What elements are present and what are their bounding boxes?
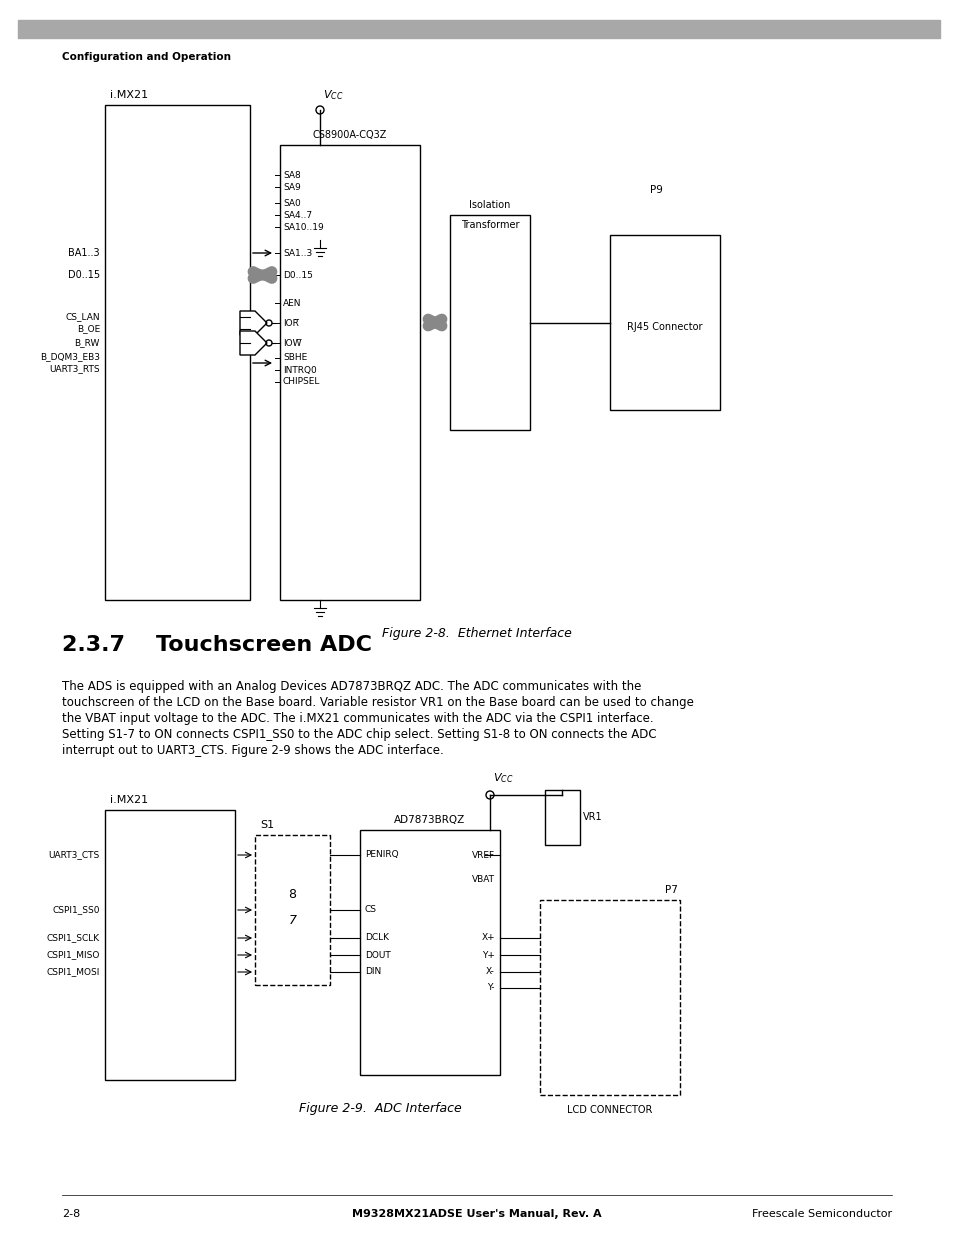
Text: CSPI1_MOSI: CSPI1_MOSI <box>47 967 100 977</box>
Text: Y-: Y- <box>487 983 495 993</box>
Text: B_DQM3_EB3: B_DQM3_EB3 <box>40 352 100 362</box>
Text: VREF: VREF <box>472 851 495 860</box>
Text: D0..15: D0..15 <box>68 270 100 280</box>
Text: Freescale Semiconductor: Freescale Semiconductor <box>751 1209 891 1219</box>
Polygon shape <box>240 331 267 354</box>
Text: $V_{CC}$: $V_{CC}$ <box>323 88 343 103</box>
Text: VR1: VR1 <box>582 813 602 823</box>
Bar <box>359 830 499 1074</box>
Text: Figure 2-8.  Ethernet Interface: Figure 2-8. Ethernet Interface <box>381 627 572 640</box>
Text: i.MX21: i.MX21 <box>110 795 148 805</box>
Text: CS: CS <box>365 905 376 914</box>
Text: UART3_RTS: UART3_RTS <box>50 364 100 373</box>
Text: IOR̅: IOR̅ <box>283 319 298 327</box>
Bar <box>609 235 720 410</box>
Text: X-: X- <box>486 967 495 977</box>
Text: P9: P9 <box>649 185 662 195</box>
Text: BA1..3: BA1..3 <box>69 248 100 258</box>
Bar <box>254 835 330 986</box>
Text: 8: 8 <box>288 888 296 902</box>
Text: SA4..7: SA4..7 <box>283 210 312 220</box>
Text: SA9: SA9 <box>283 183 300 191</box>
Text: CS8900A-CQ3Z: CS8900A-CQ3Z <box>313 130 387 140</box>
Text: SA10..19: SA10..19 <box>283 222 323 231</box>
Text: PENIRQ: PENIRQ <box>365 851 398 860</box>
Text: CHIPSEL: CHIPSEL <box>283 378 320 387</box>
Text: DIN: DIN <box>365 967 381 977</box>
Text: i.MX21: i.MX21 <box>110 90 148 100</box>
Text: SA8: SA8 <box>283 170 300 179</box>
Text: AD7873BRQZ: AD7873BRQZ <box>394 815 465 825</box>
Text: The ADS is equipped with an Analog Devices AD7873BRQZ ADC. The ADC communicates : The ADS is equipped with an Analog Devic… <box>62 680 640 693</box>
Text: 7: 7 <box>288 914 296 926</box>
Text: touchscreen of the LCD on the Base board. Variable resistor VR1 on the Base boar: touchscreen of the LCD on the Base board… <box>62 697 693 709</box>
Text: Configuration and Operation: Configuration and Operation <box>62 52 231 62</box>
Text: D0..15: D0..15 <box>283 270 313 279</box>
Text: CSPI1_MISO: CSPI1_MISO <box>47 951 100 960</box>
Text: AEN: AEN <box>283 299 301 308</box>
Text: VBAT: VBAT <box>472 876 495 884</box>
Text: DCLK: DCLK <box>365 934 389 942</box>
Text: CSPI1_SS0: CSPI1_SS0 <box>52 905 100 914</box>
Text: Figure 2-9.  ADC Interface: Figure 2-9. ADC Interface <box>298 1102 461 1115</box>
Text: RJ45 Connector: RJ45 Connector <box>626 321 702 331</box>
Text: interrupt out to UART3_CTS. Figure 2-9 shows the ADC interface.: interrupt out to UART3_CTS. Figure 2-9 s… <box>62 743 443 757</box>
Text: CSPI1_SCLK: CSPI1_SCLK <box>47 934 100 942</box>
Text: SA0: SA0 <box>283 199 300 207</box>
Text: UART3_CTS: UART3_CTS <box>49 851 100 860</box>
Text: Setting S1-7 to ON connects CSPI1_SS0 to the ADC chip select. Setting S1-8 to ON: Setting S1-7 to ON connects CSPI1_SS0 to… <box>62 727 656 741</box>
Bar <box>539 900 679 1095</box>
Bar <box>105 105 250 600</box>
Text: Transformer: Transformer <box>460 220 518 230</box>
Text: LCD CONNECTOR: LCD CONNECTOR <box>567 1105 652 1115</box>
Text: Y+: Y+ <box>481 951 495 960</box>
Bar <box>280 144 419 600</box>
Text: INTRQ0: INTRQ0 <box>283 366 316 374</box>
Text: IOW̅: IOW̅ <box>283 338 301 347</box>
Polygon shape <box>18 20 939 38</box>
Text: SA1..3: SA1..3 <box>283 248 312 258</box>
Bar <box>105 810 234 1079</box>
Text: X+: X+ <box>481 934 495 942</box>
Text: B_RW: B_RW <box>74 338 100 347</box>
Text: SBHE: SBHE <box>283 353 307 363</box>
Text: $V_{CC}$: $V_{CC}$ <box>493 771 513 785</box>
Text: DOUT: DOUT <box>365 951 391 960</box>
Bar <box>544 790 579 845</box>
Text: M9328MX21ADSE User's Manual, Rev. A: M9328MX21ADSE User's Manual, Rev. A <box>352 1209 601 1219</box>
Text: 2.3.7    Touchscreen ADC: 2.3.7 Touchscreen ADC <box>62 635 372 655</box>
Text: 2-8: 2-8 <box>62 1209 80 1219</box>
Text: P7: P7 <box>664 885 678 895</box>
Bar <box>450 215 530 430</box>
Text: CS_LAN: CS_LAN <box>66 312 100 321</box>
Text: B_OE: B_OE <box>76 325 100 333</box>
Text: S1: S1 <box>260 820 274 830</box>
Text: the VBAT input voltage to the ADC. The i.MX21 communicates with the ADC via the : the VBAT input voltage to the ADC. The i… <box>62 713 653 725</box>
Text: Isolation: Isolation <box>469 200 510 210</box>
Polygon shape <box>240 311 267 335</box>
